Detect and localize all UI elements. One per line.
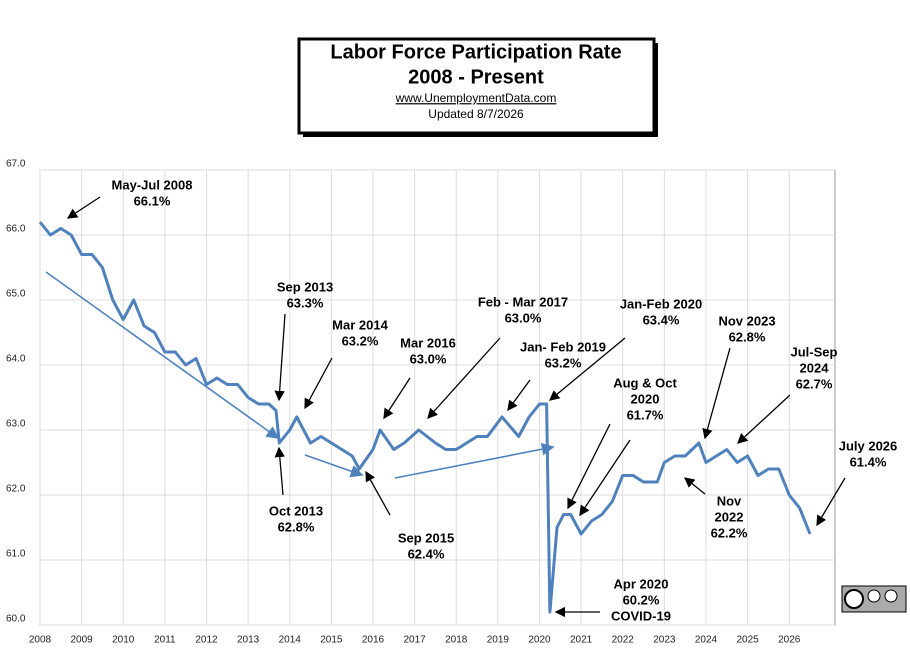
annotation: 62.8% (729, 329, 766, 344)
annotation: Nov (717, 493, 742, 508)
x-tick-label: 2019 (487, 635, 510, 646)
annotation-arrow (274, 313, 286, 402)
annotation-arrow (567, 423, 611, 510)
y-tick-label: 62.0 (6, 484, 26, 495)
title-box (297, 37, 656, 135)
annotation: 63.4% (643, 312, 680, 327)
annotation: Oct 2013 (269, 503, 323, 518)
trend-line (304, 454, 364, 478)
x-tick-label: 2021 (570, 635, 593, 646)
plot-area (39, 169, 836, 626)
annotation: Mar 2014 (332, 317, 388, 332)
y-tick-label: 61.0 (6, 549, 26, 560)
annotation: 2024 (800, 360, 830, 375)
annotation-arrow (365, 470, 391, 516)
annotation: 63.0% (410, 351, 447, 366)
updated: Updated 8/7/2026 (428, 107, 524, 121)
annotation: 2020 (631, 391, 660, 406)
annotation: 62.2% (711, 525, 748, 540)
annotation: Jan-Feb 2020 (620, 296, 702, 311)
annotation: Apr 2020 (614, 576, 669, 591)
x-tick-label: 2015 (320, 635, 343, 646)
chart-title: Labor Force Participation Rate (330, 41, 621, 63)
y-tick-label: 63.0 (6, 419, 26, 430)
annotation: May-Jul 2008 (112, 177, 193, 192)
x-tick-label: 2024 (695, 635, 718, 646)
x-tick-label: 2014 (279, 635, 302, 646)
x-tick-label: 2022 (612, 635, 635, 646)
annotation-arrow (427, 337, 501, 419)
annotation: 63.2% (342, 333, 379, 348)
x-tick-label: 2009 (70, 635, 93, 646)
source: www.UnemploymentData.com (395, 91, 557, 105)
annotation: Sep 2015 (398, 530, 454, 545)
x-tick-label: 2017 (403, 635, 426, 646)
x-tick-label: 2013 (237, 635, 260, 646)
annotation: July 2026 (839, 438, 898, 453)
x-tick-label: 2011 (154, 635, 176, 646)
annotation: Jan- Feb 2019 (520, 339, 606, 354)
grid (39, 169, 835, 626)
x-tick-label: 2018 (445, 635, 468, 646)
annotation-arrow (737, 394, 791, 444)
chart-subtitle: 2008 - Present (408, 66, 544, 88)
x-tick-label: 2025 (736, 635, 759, 646)
x-tick-label: 2008 (29, 635, 52, 646)
trend-line (45, 271, 280, 439)
trend-line (394, 442, 555, 479)
annotation: COVID-19 (611, 608, 671, 623)
annotation: 62.8% (278, 519, 315, 534)
annotation-arrow (507, 379, 531, 412)
x-tick-label: 2010 (112, 635, 135, 646)
annotation: 62.4% (408, 546, 445, 561)
annotation-arrow (66, 196, 101, 219)
y-tick-label: 60.0 (6, 614, 26, 625)
annotation: 63.0% (505, 310, 542, 325)
y-tick-label: 65.0 (6, 289, 26, 300)
annotation-arrow (579, 439, 631, 517)
annotation: Jul-Sep (791, 344, 838, 359)
y-tick-label: 66.0 (6, 224, 26, 235)
annotation-arrow (702, 347, 731, 440)
annotation-arrow (683, 477, 706, 495)
annotation: 2022 (715, 509, 744, 524)
y-tick-label: 67.0 (6, 159, 26, 170)
annotation: 61.4% (850, 454, 887, 469)
annotation-arrow (383, 377, 411, 420)
annotation: Aug & Oct (613, 375, 677, 390)
y-tick-label: 64.0 (6, 354, 26, 365)
annotation-arrow (548, 337, 626, 401)
x-tick-label: 2012 (195, 635, 218, 646)
x-tick-label: 2020 (528, 635, 551, 646)
annotation: Feb - Mar 2017 (478, 294, 568, 309)
annotation: 63.2% (545, 355, 582, 370)
x-tick-label: 2026 (778, 635, 801, 646)
data-line (38, 221, 812, 614)
annotation-arrow (816, 477, 846, 527)
x-tick-label: 2023 (653, 635, 676, 646)
annotation-arrow (274, 446, 285, 496)
annotation: 62.7% (796, 376, 833, 391)
cc-badge (841, 585, 907, 613)
annotation: Mar 2016 (400, 335, 456, 350)
annotation: 66.1% (134, 193, 171, 208)
x-tick-label: 2016 (362, 635, 385, 646)
annotation: Sep 2013 (277, 279, 333, 294)
annotation-arrow (304, 357, 333, 410)
annotation: 60.2% (623, 592, 660, 607)
annotation: Nov 2023 (718, 313, 775, 328)
annotation: 61.7% (627, 407, 664, 422)
annotation: 63.3% (287, 295, 324, 310)
